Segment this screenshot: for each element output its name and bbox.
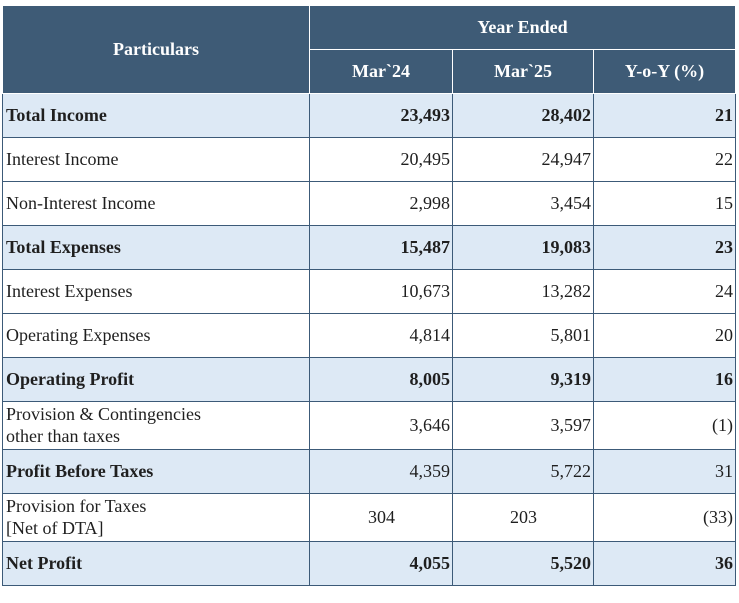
cell-mar25: 3,454 xyxy=(452,181,594,226)
table-row-operating-expenses: Operating Expenses 4,814 5,801 20 xyxy=(2,313,737,358)
cell-yoy: 20 xyxy=(592,313,737,358)
cell-mar25: 3,597 xyxy=(452,401,594,450)
cell-mar24: 4,814 xyxy=(309,313,453,358)
cell-mar25: 28,402 xyxy=(452,93,594,138)
table-row-interest-income: Interest Income 20,495 24,947 22 xyxy=(2,137,737,182)
cell-yoy: 24 xyxy=(592,269,737,314)
cell-mar24: 304 xyxy=(309,493,453,542)
cell-mar25: 13,282 xyxy=(452,269,594,314)
cell-mar25: 24,947 xyxy=(452,137,594,182)
table-row-total-income: Total Income 23,493 28,402 21 xyxy=(2,93,737,138)
cell-mar24: 15,487 xyxy=(309,225,453,270)
table-row-provision-contingencies: Provision & Contingencies other than tax… xyxy=(2,401,737,450)
cell-yoy: (1) xyxy=(592,401,737,450)
header-yoy: Y-o-Y (%) xyxy=(592,49,737,94)
row-label-line2: [Net of DTA] xyxy=(6,517,104,538)
table-row-total-expenses: Total Expenses 15,487 19,083 23 xyxy=(2,225,737,270)
cell-mar25: 5,801 xyxy=(452,313,594,358)
cell-mar24: 23,493 xyxy=(309,93,453,138)
cell-mar24: 10,673 xyxy=(309,269,453,314)
row-label-line2: other than taxes xyxy=(6,425,120,446)
cell-yoy: 15 xyxy=(592,181,737,226)
cell-mar25: 203 xyxy=(452,493,594,542)
row-label: Provision for Taxes [Net of DTA] xyxy=(2,493,310,542)
row-label: Profit Before Taxes xyxy=(2,449,310,494)
cell-yoy: 16 xyxy=(592,357,737,402)
header-mar24: Mar`24 xyxy=(309,49,453,94)
cell-mar25: 5,722 xyxy=(452,449,594,494)
table-row-provision-for-taxes: Provision for Taxes [Net of DTA] 304 203… xyxy=(2,493,737,542)
row-label: Total Expenses xyxy=(2,225,310,270)
cell-mar24: 20,495 xyxy=(309,137,453,182)
table-row-net-profit: Net Profit 4,055 5,520 36 xyxy=(2,541,737,586)
cell-mar24: 8,005 xyxy=(309,357,453,402)
row-label-line1: Provision & Contingencies xyxy=(6,403,201,424)
cell-yoy: (33) xyxy=(592,493,737,542)
row-label: Non-Interest Income xyxy=(2,181,310,226)
cell-mar24: 2,998 xyxy=(309,181,453,226)
cell-mar25: 5,520 xyxy=(452,541,594,586)
cell-mar25: 19,083 xyxy=(452,225,594,270)
cell-mar24: 4,359 xyxy=(309,449,453,494)
cell-mar24: 4,055 xyxy=(309,541,453,586)
cell-yoy: 36 xyxy=(592,541,737,586)
row-label: Operating Expenses xyxy=(2,313,310,358)
header-year-ended: Year Ended xyxy=(308,5,737,50)
table-row-profit-before-taxes: Profit Before Taxes 4,359 5,722 31 xyxy=(2,449,737,494)
row-label: Interest Income xyxy=(2,137,310,182)
cell-yoy: 21 xyxy=(592,93,737,138)
row-label: Interest Expenses xyxy=(2,269,310,314)
cell-mar25: 9,319 xyxy=(452,357,594,402)
row-label: Operating Profit xyxy=(2,357,310,402)
header-mar25: Mar`25 xyxy=(452,49,594,94)
cell-mar24: 3,646 xyxy=(309,401,453,450)
row-label: Total Income xyxy=(2,93,310,138)
row-label-line1: Provision for Taxes xyxy=(6,495,147,516)
financial-summary-table: Particulars Year Ended Mar`24 Mar`25 Y-o… xyxy=(2,5,737,586)
cell-yoy: 22 xyxy=(592,137,737,182)
table-body: Total Income 23,493 28,402 21 Interest I… xyxy=(2,93,737,586)
table-row-non-interest-income: Non-Interest Income 2,998 3,454 15 xyxy=(2,181,737,226)
financial-summary-table-wrapper: Particulars Year Ended Mar`24 Mar`25 Y-o… xyxy=(2,5,737,586)
table-row-interest-expenses: Interest Expenses 10,673 13,282 24 xyxy=(2,269,737,314)
cell-yoy: 23 xyxy=(592,225,737,270)
row-label: Provision & Contingencies other than tax… xyxy=(2,401,310,450)
table-row-operating-profit: Operating Profit 8,005 9,319 16 xyxy=(2,357,737,402)
row-label: Net Profit xyxy=(2,541,310,586)
cell-yoy: 31 xyxy=(592,449,737,494)
table-header: Particulars Year Ended Mar`24 Mar`25 Y-o… xyxy=(2,5,737,94)
header-particulars: Particulars xyxy=(2,5,310,94)
